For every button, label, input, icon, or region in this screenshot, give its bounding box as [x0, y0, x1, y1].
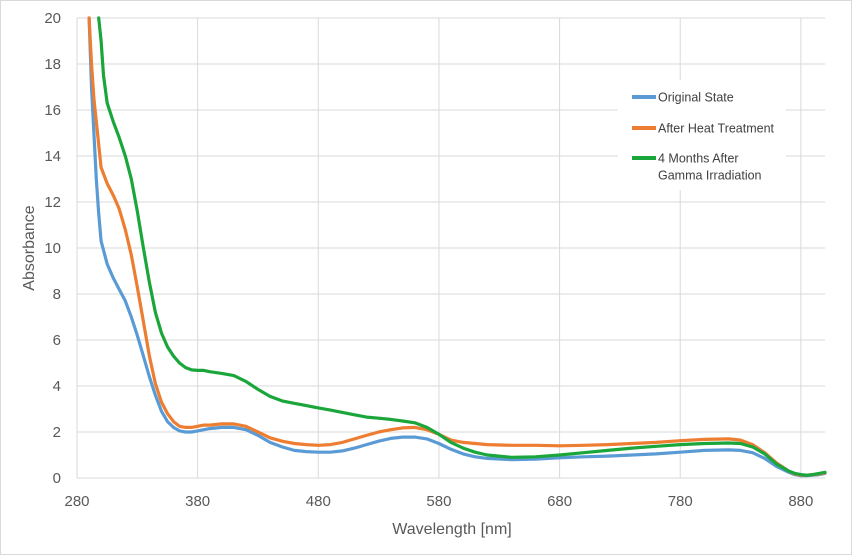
y-tick-label-4: 4	[53, 378, 61, 395]
series-line-4-months-after-gamma-irradiation	[97, 16, 827, 477]
y-tick-label-16: 16	[44, 102, 61, 119]
legend-label-gamma-irradiation: 4 Months After Gamma Irradiation	[658, 152, 762, 183]
series-line-original-state	[87, 16, 827, 478]
x-tick-label-780: 780	[668, 493, 693, 510]
series-line-after-heat-treatment	[87, 16, 827, 477]
x-tick-label-580: 580	[426, 493, 451, 510]
x-tick-label-880: 880	[788, 493, 813, 510]
gridlines	[76, 17, 825, 479]
y-axis-ticks: 0 2 4 6 8 10 12 14 16 18 20	[44, 10, 61, 487]
x-axis-title: Wavelength [nm]	[392, 521, 511, 538]
x-tick-label-480: 480	[306, 493, 331, 510]
legend-label-gamma-line-1: 4 Months After	[658, 152, 739, 166]
legend-label-original-state: Original State	[658, 91, 734, 105]
y-tick-label-0: 0	[53, 470, 61, 487]
y-tick-label-10: 10	[44, 240, 61, 257]
x-tick-label-680: 680	[547, 493, 572, 510]
y-tick-label-14: 14	[44, 148, 61, 165]
series-lines	[87, 16, 827, 478]
legend-entry-original-state: Original State	[632, 91, 734, 105]
y-tick-label-18: 18	[44, 56, 61, 73]
y-tick-label-12: 12	[44, 194, 61, 211]
legend-label-after-heat-treatment: After Heat Treatment	[658, 122, 775, 136]
legend-entry-gamma-irradiation: 4 Months After Gamma Irradiation	[632, 152, 762, 183]
y-tick-label-8: 8	[53, 286, 61, 303]
y-tick-label-2: 2	[53, 424, 61, 441]
x-tick-label-280: 280	[64, 493, 89, 510]
legend-label-gamma-line-2: Gamma Irradiation	[658, 169, 762, 183]
y-tick-label-6: 6	[53, 332, 61, 349]
x-axis-ticks: 280 380 480 580 680 780 880	[64, 493, 813, 510]
legend-entry-after-heat-treatment: After Heat Treatment	[632, 122, 775, 136]
y-axis-title: Absorbance	[21, 205, 38, 290]
legend: Original State After Heat Treatment 4 Mo…	[618, 80, 786, 190]
x-tick-label-380: 380	[185, 493, 210, 510]
y-tick-label-20: 20	[44, 10, 61, 27]
